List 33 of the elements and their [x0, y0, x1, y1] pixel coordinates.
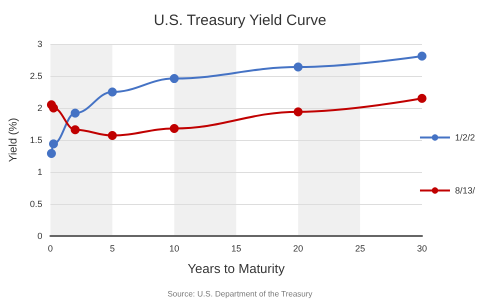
point: [418, 52, 426, 61]
y-tick-label: 0.5: [30, 199, 42, 209]
x-tick-label: 5: [110, 244, 115, 254]
point: [70, 125, 80, 134]
chart-title: U.S. Treasury Yield Curve: [154, 12, 326, 29]
point: [108, 131, 117, 140]
point: [170, 74, 179, 84]
legend-label: 1/2/2: [454, 132, 476, 142]
point: [418, 94, 426, 103]
point: [49, 139, 58, 148]
y-tick-label: 3: [37, 39, 42, 49]
y-axis-title: Yield (%): [8, 118, 20, 162]
x-tick-label: 0: [48, 244, 53, 254]
x-tick-label: 30: [416, 244, 428, 254]
y-tick-label: 1.5: [30, 135, 42, 145]
point: [70, 108, 80, 118]
y-tick-label: 0: [37, 231, 42, 241]
point: [46, 148, 56, 158]
x-tick-label: 10: [169, 244, 180, 254]
y-tick-label: 2: [37, 103, 42, 113]
y-tick-label: 2.5: [30, 71, 42, 81]
x-tick-label: 25: [355, 244, 366, 254]
legend-label: 8/13/: [454, 186, 476, 196]
x-tick-label: 15: [231, 244, 242, 254]
y-tick-label: 1: [37, 167, 42, 177]
point: [294, 62, 303, 72]
source-note: Source: U.S. Department of the Treasury: [167, 290, 312, 298]
point: [294, 107, 303, 116]
point: [108, 88, 117, 96]
point: [49, 104, 58, 112]
x-tick-label: 20: [293, 244, 304, 254]
x-axis-title: Years to Maturity: [188, 261, 286, 276]
point: [170, 124, 179, 133]
